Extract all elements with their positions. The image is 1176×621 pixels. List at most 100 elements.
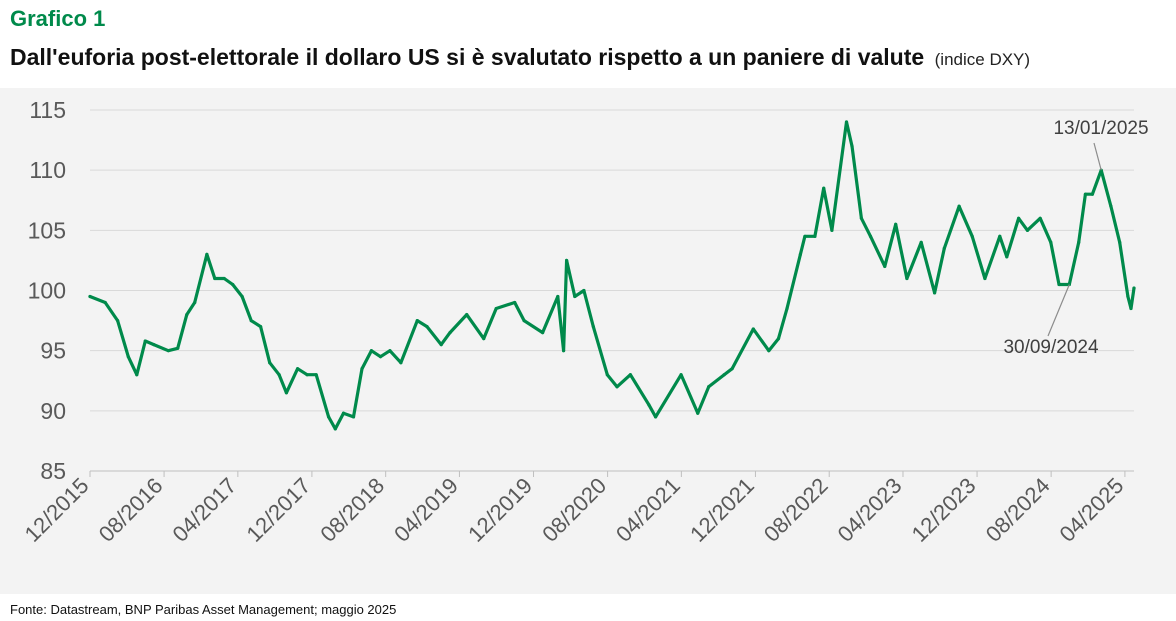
data-point <box>305 373 309 377</box>
data-point <box>707 385 711 389</box>
data-point <box>565 258 569 263</box>
x-axis <box>89 470 1134 477</box>
series-line <box>88 120 1136 431</box>
y-tick-label: 110 <box>29 157 66 183</box>
data-point <box>240 294 244 299</box>
data-point <box>1017 216 1021 220</box>
data-point <box>249 318 253 323</box>
x-tick-label: 12/2021 <box>685 473 759 547</box>
data-point <box>369 349 374 353</box>
data-point <box>425 325 429 329</box>
data-point <box>751 327 755 331</box>
data-point <box>556 294 560 299</box>
chart-subtitle: (indice DXY) <box>934 50 1031 69</box>
data-point <box>185 312 189 317</box>
annotation-label: 13/01/2025 <box>1053 118 1148 139</box>
x-tick-label: 12/2019 <box>463 473 537 547</box>
data-point <box>284 391 289 395</box>
data-point <box>231 282 235 287</box>
data-point <box>152 343 156 347</box>
data-point <box>573 294 577 299</box>
y-tick-label: 115 <box>29 97 66 123</box>
data-point <box>730 367 734 371</box>
data-point <box>259 325 263 329</box>
data-point <box>351 415 356 419</box>
chart-title-line: Dall'euforia post-elettorale il dollaro … <box>10 44 1030 71</box>
data-point <box>378 355 383 359</box>
x-tick-label: 08/2018 <box>315 473 389 547</box>
data-point <box>399 361 403 365</box>
data-point <box>679 373 683 377</box>
dxy-line-chart: 85 90 95 100 105 110 115 12/2015 08/2016 04/2017… <box>20 97 1149 547</box>
data-point <box>143 339 147 343</box>
y-tick-label: 100 <box>28 278 66 304</box>
data-point <box>88 294 92 299</box>
data-point <box>830 228 834 232</box>
data-point <box>776 337 781 341</box>
data-point <box>905 276 909 281</box>
annotation-leader-line <box>1093 142 1102 171</box>
data-point <box>116 318 120 323</box>
data-point <box>1126 294 1130 299</box>
data-point <box>859 216 863 220</box>
data-point <box>767 349 771 353</box>
x-tick-label: 04/2021 <box>611 473 685 547</box>
x-tick-label: 08/2022 <box>759 473 833 547</box>
data-point <box>327 415 331 419</box>
x-tick-label: 04/2025 <box>1055 473 1129 547</box>
data-point <box>868 234 873 238</box>
data-point <box>1077 240 1081 244</box>
data-point <box>222 276 226 281</box>
data-point <box>942 246 946 250</box>
data-point <box>415 318 419 323</box>
data-point <box>1118 240 1122 244</box>
x-axis-tick-labels: 12/2015 08/2016 04/2017 12/2017 08/2018 04/20… <box>20 473 1129 547</box>
data-point <box>522 318 526 323</box>
data-point <box>803 234 807 238</box>
y-axis-tick-labels: 85 90 95 100 105 110 115 <box>28 97 66 484</box>
x-tick-label: 08/2016 <box>94 473 168 547</box>
x-tick-label: 04/2019 <box>389 473 463 547</box>
x-tick-label: 12/2017 <box>242 473 316 547</box>
plot-panel: 85 90 95 100 105 110 115 12/2015 08/2016 04/2017… <box>0 88 1176 594</box>
data-point <box>983 276 987 281</box>
data-point <box>653 415 658 419</box>
data-point <box>465 312 469 317</box>
data-point <box>1129 306 1133 311</box>
data-point <box>388 349 392 353</box>
source-note: Fonte: Datastream, BNP Paribas Asset Man… <box>10 602 397 617</box>
data-point <box>957 204 961 208</box>
data-point <box>844 120 849 124</box>
data-point <box>696 411 700 415</box>
x-tick-label: 08/2020 <box>537 473 611 547</box>
data-point <box>494 306 498 311</box>
x-tick-label: 04/2017 <box>167 473 241 547</box>
data-point <box>268 361 272 365</box>
data-point <box>1038 216 1042 220</box>
data-point <box>176 346 180 350</box>
data-point <box>482 337 486 341</box>
data-point <box>647 403 651 407</box>
data-point <box>439 343 443 347</box>
data-point <box>341 411 346 415</box>
chart-title: Dall'euforia post-elettorale il dollaro … <box>10 44 925 70</box>
data-point <box>103 300 107 305</box>
gridlines <box>90 109 1134 472</box>
data-point <box>561 349 566 353</box>
annotation-label: 30/09/2024 <box>1003 337 1099 358</box>
data-point <box>296 367 300 371</box>
data-point <box>822 186 826 190</box>
y-tick-label: 105 <box>28 217 66 243</box>
data-point <box>213 276 217 281</box>
data-point <box>785 306 789 311</box>
data-point <box>126 355 130 359</box>
y-tick-label: 95 <box>40 338 66 364</box>
data-point <box>582 288 586 293</box>
data-point <box>1025 228 1030 232</box>
data-point <box>1057 282 1061 287</box>
data-point <box>513 300 517 305</box>
data-point <box>193 300 197 305</box>
annotations: 13/01/2025 30/09/2024 <box>1003 118 1148 358</box>
data-point <box>798 252 802 256</box>
data-point <box>1005 255 1009 259</box>
